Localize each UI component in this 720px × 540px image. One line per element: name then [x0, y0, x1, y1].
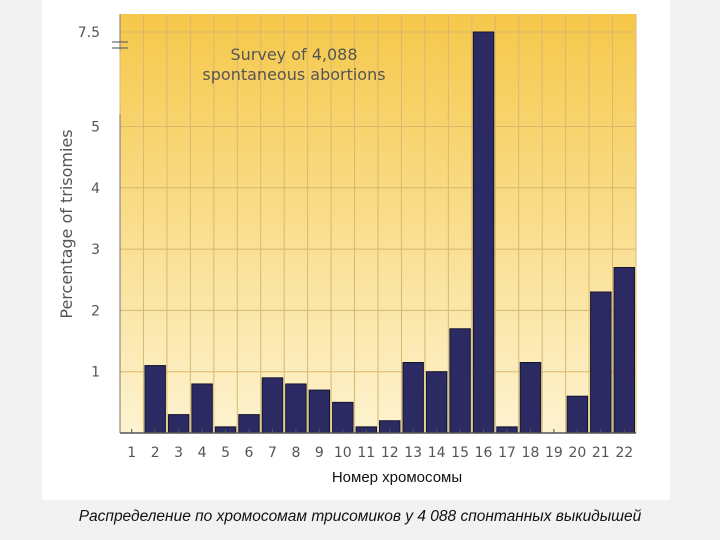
figure-panel: 1 2 3 4 5 7.5 1 2 3 4 5 6 7 8 9 10 11 12 13 14 15 16 17 18 19 20…	[42, 0, 670, 500]
x-tick-label: 6	[245, 445, 254, 461]
bar-chromosome-15	[449, 328, 471, 434]
chart-title-line-1: Survey of 4,088	[230, 45, 357, 64]
bar-chromosome-4	[191, 383, 213, 434]
x-tick-label: 8	[291, 445, 300, 461]
x-tick-label: 9	[315, 445, 324, 461]
axes	[112, 14, 636, 434]
x-tick-label: 17	[498, 445, 516, 461]
x-tick-label: 5	[221, 445, 230, 461]
bar-chromosome-13	[402, 362, 424, 434]
y-tick-label: 5	[91, 120, 100, 136]
x-tick-label: 22	[615, 445, 633, 461]
y-tick-label: 3	[91, 242, 100, 258]
x-tick-label: 7	[268, 445, 277, 461]
y-tick-label: 2	[91, 303, 100, 319]
y-tick-labels: 1 2 3 4 5 7.5	[78, 25, 100, 381]
bar-chromosome-8	[285, 383, 307, 434]
bar-chromosome-7	[261, 377, 284, 434]
x-tick-label: 1	[127, 445, 136, 461]
bar-chromosome-16	[472, 31, 495, 434]
x-tick-label: 14	[428, 445, 446, 461]
bar-chromosome-9	[308, 389, 331, 434]
bar-chromosome-2	[144, 365, 166, 434]
y-tick-label: 1	[91, 365, 100, 381]
x-tick-label: 16	[475, 445, 493, 461]
bar-chromosome-22	[613, 266, 636, 434]
figure-caption: Распределение по хромосомам трисомиков у…	[78, 508, 642, 525]
x-tick-label: 12	[381, 445, 399, 461]
x-tick-label: 13	[404, 445, 422, 461]
bar-chromosome-21	[590, 291, 612, 434]
bar-chromosome-14	[425, 371, 448, 434]
x-tick-label: 15	[451, 445, 469, 461]
grid-lines	[119, 14, 637, 433]
x-tick-label: 11	[357, 445, 375, 461]
x-tick-labels: 1 2 3 4 5 6 7 8 9 10 11 12 13 14 15 16 17 18 19 20 21 22	[127, 445, 633, 461]
bar-chromosome-18	[519, 362, 542, 434]
chart-title-line-2: spontaneous abortions	[202, 65, 385, 84]
x-tick-label: 21	[592, 445, 610, 461]
x-tick-label: 19	[545, 445, 563, 461]
x-tick-label: 2	[151, 445, 160, 461]
x-tick-label: 3	[174, 445, 183, 461]
x-tick-label: 20	[568, 445, 586, 461]
y-tick-label: 7.5	[78, 25, 100, 41]
x-tick-label: 18	[522, 445, 540, 461]
x-tick-label: 4	[198, 445, 207, 461]
bar-chromosome-10	[332, 401, 354, 434]
x-axis-label: Номер хромосомы	[332, 469, 462, 486]
y-axis-label: Percentage of trisomies	[57, 129, 76, 318]
x-tick-label: 10	[334, 445, 352, 461]
y-tick-label: 4	[91, 181, 100, 197]
bar-chromosome-20	[566, 395, 589, 434]
